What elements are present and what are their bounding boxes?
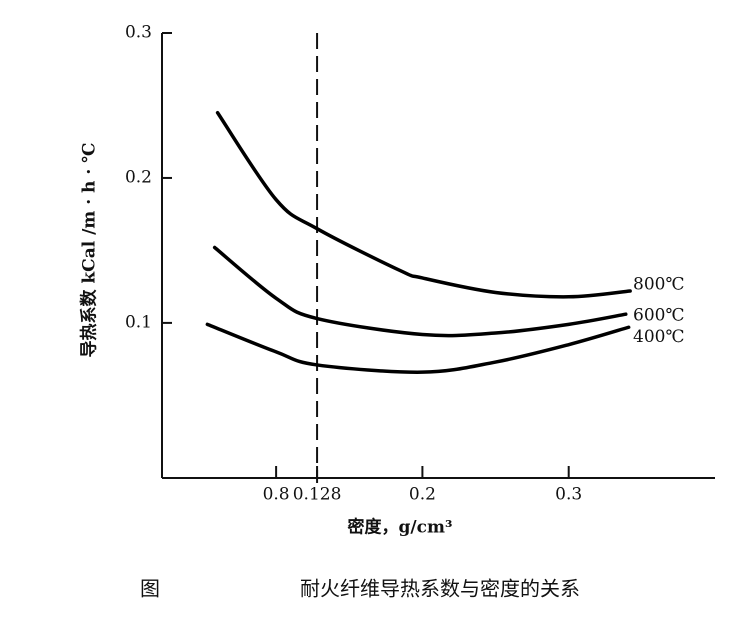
x-tick-label: 0.8 [263, 485, 290, 505]
y-tick-label: 0.1 [125, 312, 152, 332]
line-series [205, 322, 631, 374]
caption-prefix: 图 [140, 577, 160, 601]
y-tick-label: 0.2 [125, 167, 152, 187]
x-tick-label: 0.128 [293, 485, 342, 505]
line-series [215, 110, 632, 299]
y-axis-label: 导热系数 kCal /m · h · ℃ [79, 142, 100, 357]
line-series [212, 245, 628, 338]
series-label: 400℃ [633, 327, 684, 347]
x-axis-label: 密度，g/cm³ [348, 517, 453, 538]
series-label: 600℃ [633, 306, 684, 326]
y-tick-label: 0.3 [125, 23, 152, 43]
series-label: 800℃ [633, 275, 684, 295]
x-tick-label: 0.2 [409, 485, 436, 505]
x-tick-label: 0.3 [555, 485, 582, 505]
caption: 耐火纤维导热系数与密度的关系 [300, 577, 580, 601]
